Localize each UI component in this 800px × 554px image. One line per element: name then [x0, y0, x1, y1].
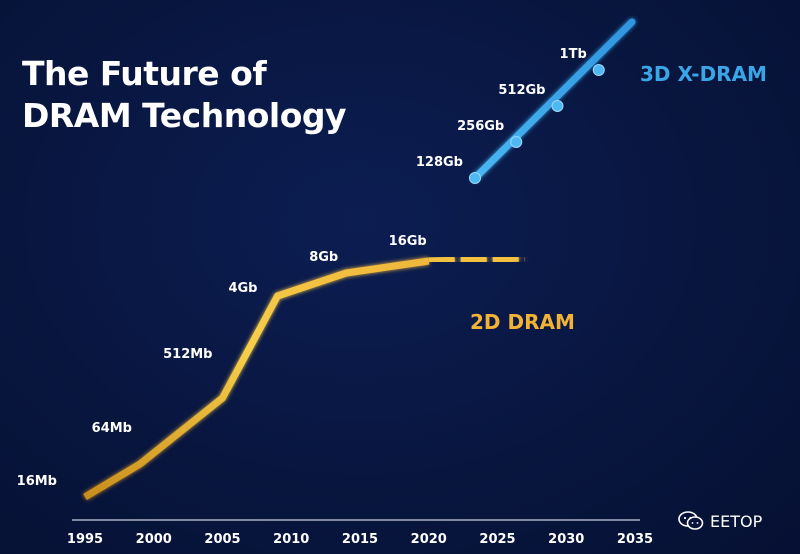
wechat-icon	[678, 511, 704, 530]
x-tick-label: 1995	[67, 532, 103, 547]
watermark-text: EETOP	[710, 511, 763, 531]
data-label-2d-dram: 64Mb	[92, 421, 132, 436]
series-projection-2d-dram	[428, 254, 526, 265]
data-label-3d-xdram: 1Tb	[560, 47, 587, 62]
data-label-3d-xdram: 256Gb	[457, 119, 504, 134]
x-tick-label: 2000	[136, 532, 172, 547]
data-point-3d-xdram	[551, 100, 564, 112]
legend-label-2d-dram: 2D DRAM	[470, 310, 575, 334]
x-tick-label: 2010	[273, 532, 309, 547]
x-tick-label: 2020	[411, 532, 447, 547]
legend-label-3d-xdram: 3D X-DRAM	[640, 62, 767, 86]
data-label-3d-xdram: 128Gb	[416, 155, 463, 170]
title-line-2: DRAM Technology	[22, 96, 347, 135]
data-label-2d-dram: 16Mb	[17, 474, 57, 489]
data-label-2d-dram: 512Mb	[163, 347, 212, 362]
data-label-2d-dram: 16Gb	[389, 234, 427, 249]
series-line-2d-dram	[83, 257, 430, 501]
x-tick-label: 2025	[479, 532, 515, 547]
data-point-3d-xdram	[510, 136, 523, 148]
watermark: EETOP	[678, 509, 790, 533]
x-tick-label: 2030	[548, 532, 584, 547]
x-tick-label: 2035	[617, 532, 653, 547]
data-label-2d-dram: 4Gb	[228, 281, 257, 296]
series-line-3d-xdram	[471, 18, 636, 182]
data-label-2d-dram: 8Gb	[309, 250, 338, 265]
title-line-1: The Future of	[22, 54, 267, 93]
data-point-3d-xdram	[469, 172, 481, 184]
data-label-3d-xdram: 512Gb	[498, 83, 545, 98]
x-tick-label: 2005	[204, 532, 240, 547]
data-point-3d-xdram	[592, 64, 605, 76]
x-tick-label: 2015	[342, 532, 378, 547]
